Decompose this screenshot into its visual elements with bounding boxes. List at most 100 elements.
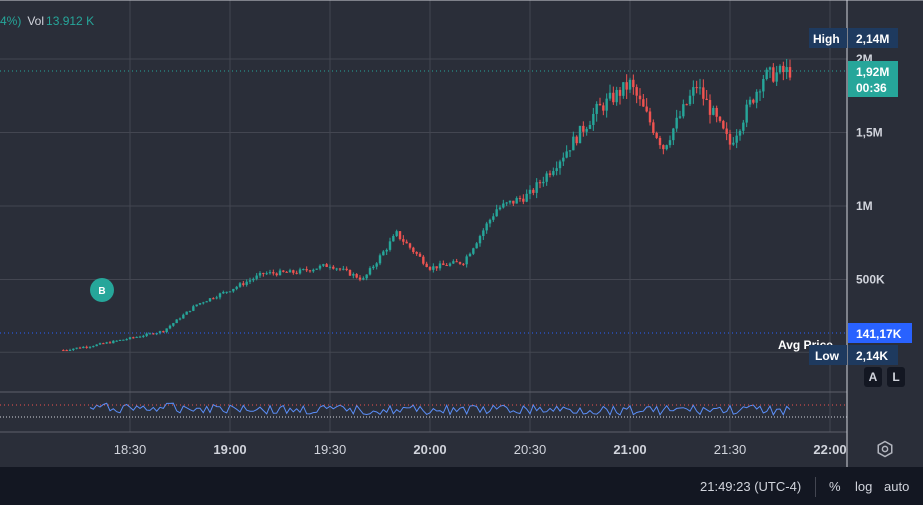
candle xyxy=(125,338,128,341)
legend: 4%) Vol 13.912 K xyxy=(0,14,94,28)
candle xyxy=(222,290,225,294)
candle xyxy=(375,262,378,270)
candle xyxy=(735,129,738,149)
auto-scale-toggle[interactable]: auto xyxy=(884,479,910,494)
candle xyxy=(658,135,662,149)
time-tick-label: 22:00 xyxy=(813,442,846,457)
candle xyxy=(298,267,302,275)
candle xyxy=(678,110,682,120)
time-tick-label: 18:30 xyxy=(114,442,147,457)
candle xyxy=(188,310,192,313)
candle xyxy=(448,262,452,267)
low-value: 2,14K xyxy=(856,349,888,363)
candle xyxy=(508,200,512,205)
candle xyxy=(385,248,388,255)
high-value: 2,14M xyxy=(856,32,889,46)
candle xyxy=(528,185,532,200)
candle xyxy=(595,101,598,122)
candle xyxy=(215,295,218,300)
candle xyxy=(445,263,448,267)
candle xyxy=(408,242,412,250)
candle xyxy=(772,63,775,83)
high-value-box xyxy=(848,28,898,48)
candle xyxy=(612,86,615,105)
plot-background xyxy=(0,0,847,467)
candle xyxy=(305,266,308,273)
time-tick-label: 21:30 xyxy=(714,442,747,457)
candle xyxy=(272,269,275,276)
candle xyxy=(368,266,372,276)
current-price-box xyxy=(848,61,898,97)
candle xyxy=(615,86,618,106)
candle xyxy=(395,229,398,238)
candle xyxy=(428,266,432,272)
candle xyxy=(205,300,208,303)
candle xyxy=(465,254,468,268)
candle xyxy=(132,336,135,339)
candle xyxy=(275,272,278,277)
candle xyxy=(282,270,285,273)
percent-scale-toggle[interactable]: % xyxy=(829,479,841,494)
candle xyxy=(775,65,778,86)
candle xyxy=(578,125,582,144)
candle xyxy=(785,58,788,80)
candle xyxy=(342,265,345,271)
candle xyxy=(325,262,328,268)
avg-price-box xyxy=(848,323,912,343)
candle xyxy=(512,200,515,207)
auto-scale-button[interactable]: A xyxy=(864,367,882,387)
candle xyxy=(558,159,562,175)
candle xyxy=(98,342,102,345)
candle xyxy=(332,265,335,270)
candle xyxy=(502,199,505,209)
candle xyxy=(718,115,722,123)
candle xyxy=(108,341,112,344)
candle xyxy=(642,93,645,107)
lock-scale-button[interactable]: L xyxy=(887,367,905,387)
candle xyxy=(728,129,732,150)
candle xyxy=(68,348,72,351)
candle xyxy=(372,264,375,270)
time-tick-label: 19:00 xyxy=(213,442,246,457)
candle xyxy=(175,319,178,324)
candle xyxy=(382,250,385,256)
candle xyxy=(562,152,565,166)
candle xyxy=(745,99,748,128)
candle xyxy=(552,167,555,177)
candle xyxy=(322,263,325,268)
candle xyxy=(88,346,92,349)
candle xyxy=(475,241,478,249)
candle xyxy=(92,345,95,348)
candle xyxy=(225,291,228,294)
candle xyxy=(278,268,282,276)
candle xyxy=(138,335,142,338)
candle xyxy=(285,270,288,273)
candle xyxy=(258,271,262,278)
settings-gear-icon[interactable] xyxy=(876,440,894,458)
candle xyxy=(178,317,182,321)
candle xyxy=(638,88,642,106)
time-tick-label: 19:30 xyxy=(314,442,347,457)
candle xyxy=(622,82,625,99)
candle xyxy=(442,260,445,266)
low-value-box xyxy=(848,345,898,365)
log-scale-toggle[interactable]: log xyxy=(855,479,873,494)
candle xyxy=(242,281,245,287)
candle xyxy=(555,161,558,176)
candle xyxy=(668,135,672,148)
clock-timezone[interactable]: 21:49:23 (UTC-4) xyxy=(700,479,802,494)
candle xyxy=(645,98,648,113)
current-price-value: 1,92M xyxy=(856,65,889,79)
candle xyxy=(568,150,572,157)
candle xyxy=(148,332,152,335)
candle xyxy=(662,144,665,155)
candle xyxy=(152,332,155,335)
candle xyxy=(782,61,785,81)
candle xyxy=(725,122,728,141)
candle xyxy=(288,268,292,273)
candle xyxy=(78,346,82,349)
candle xyxy=(762,75,765,98)
buy-marker[interactable] xyxy=(90,278,114,302)
candle xyxy=(498,205,502,211)
